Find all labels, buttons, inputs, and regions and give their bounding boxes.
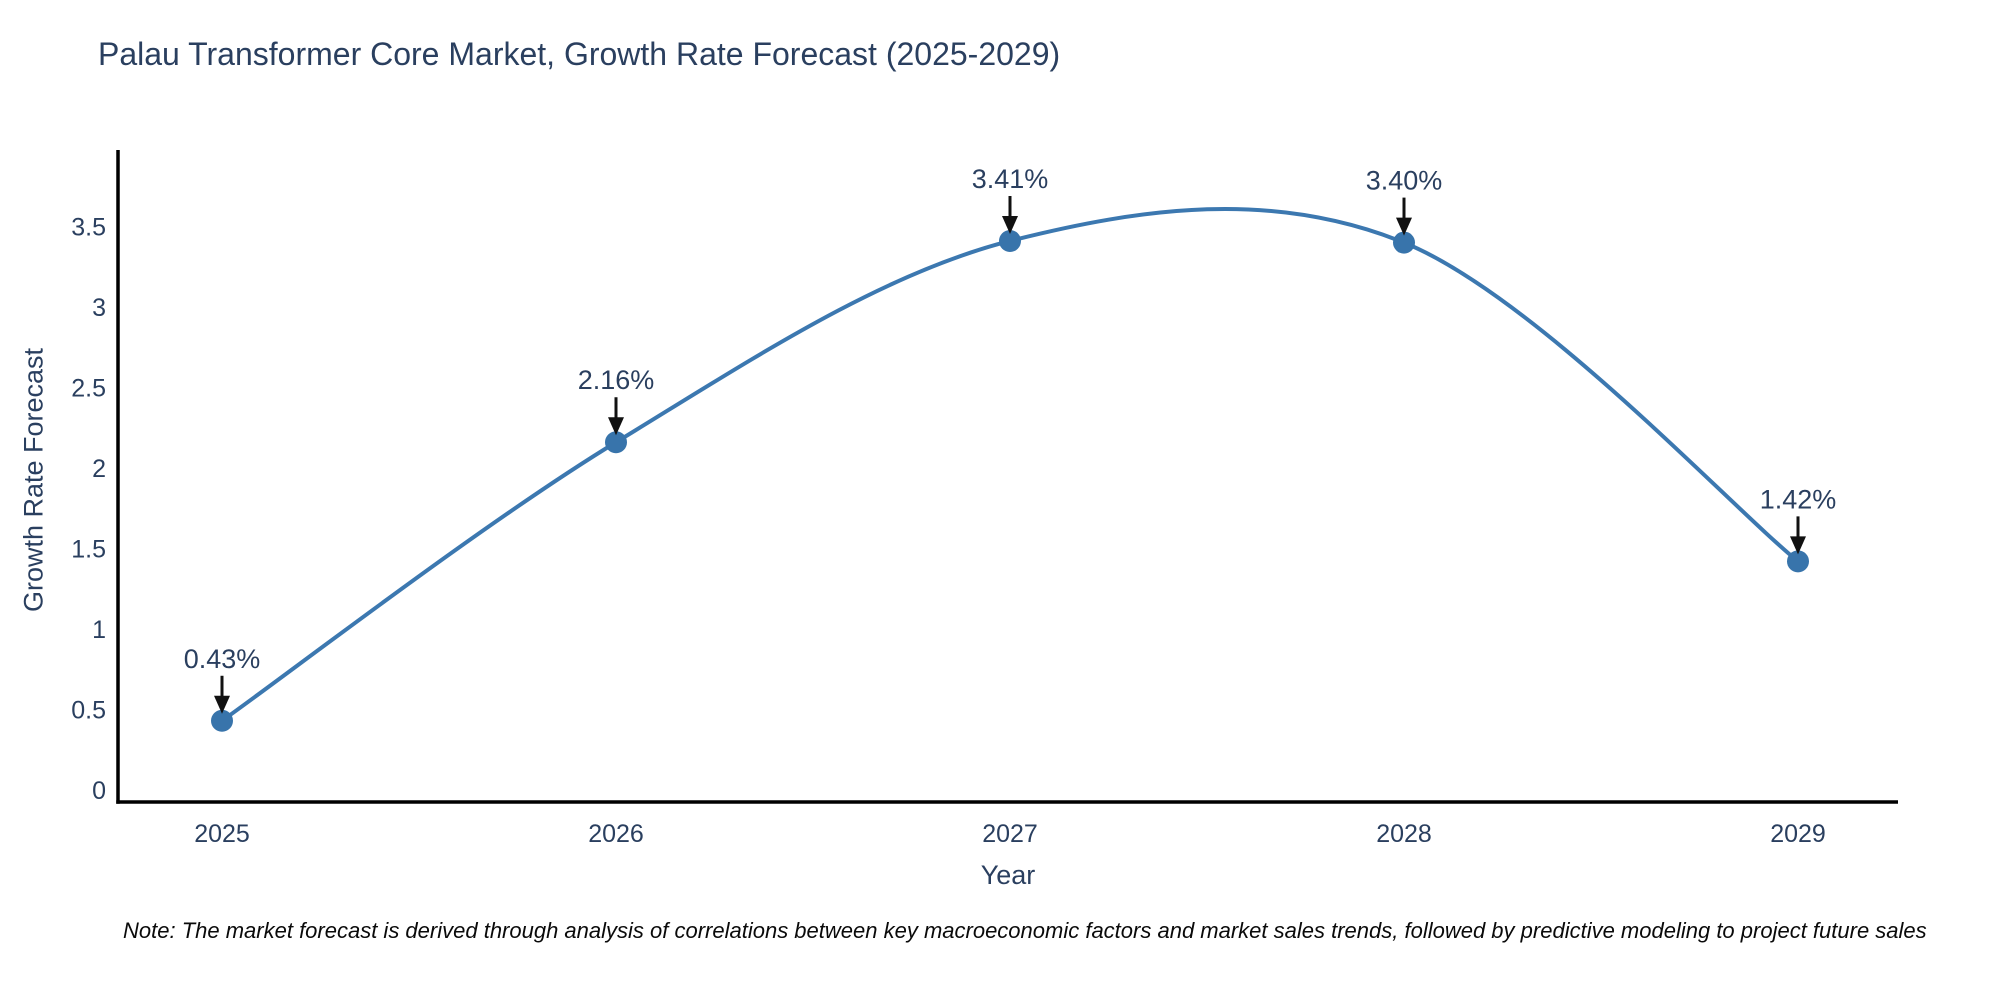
y-tick-label: 3 xyxy=(92,294,106,322)
x-axis-title: Year xyxy=(980,860,1036,890)
x-tick-label: 2028 xyxy=(1376,820,1432,848)
data-point-label: 3.40% xyxy=(1366,166,1443,196)
chart-title: Palau Transformer Core Market, Growth Ra… xyxy=(98,36,1061,72)
x-tick-label: 2029 xyxy=(1770,820,1826,848)
y-tick-label: 2 xyxy=(92,455,106,483)
y-tick-label: 3.5 xyxy=(71,214,106,242)
annotation-arrowhead xyxy=(1002,215,1018,234)
data-point-label: 0.43% xyxy=(184,644,261,674)
x-tick-label: 2026 xyxy=(588,820,644,848)
data-point-label: 3.41% xyxy=(972,164,1049,194)
forecast-curve xyxy=(220,207,1800,723)
y-tick-label: 0 xyxy=(92,777,106,805)
annotation-arrowhead xyxy=(1790,536,1806,555)
data-point-label: 1.42% xyxy=(1760,484,1837,514)
annotation-arrowhead xyxy=(214,695,230,714)
data-point-marker xyxy=(999,229,1021,252)
data-point-marker xyxy=(1787,550,1809,573)
annotation-arrowhead xyxy=(1396,217,1412,236)
y-tick-label: 0.5 xyxy=(71,697,106,725)
x-tick-label: 2027 xyxy=(982,820,1038,848)
data-point-label: 2.16% xyxy=(578,365,655,395)
y-tick-label: 1.5 xyxy=(71,536,106,564)
x-tick-label: 2025 xyxy=(194,820,250,848)
footnote: Note: The market forecast is derived thr… xyxy=(123,918,1927,943)
y-axis-title: Growth Rate Forecast xyxy=(18,347,49,613)
y-tick-label: 2.5 xyxy=(71,375,106,403)
y-tick-label: 1 xyxy=(92,616,106,644)
data-point-marker xyxy=(211,709,233,732)
data-point-marker xyxy=(605,431,627,454)
annotation-arrowhead xyxy=(608,417,624,436)
data-point-marker xyxy=(1393,231,1415,254)
